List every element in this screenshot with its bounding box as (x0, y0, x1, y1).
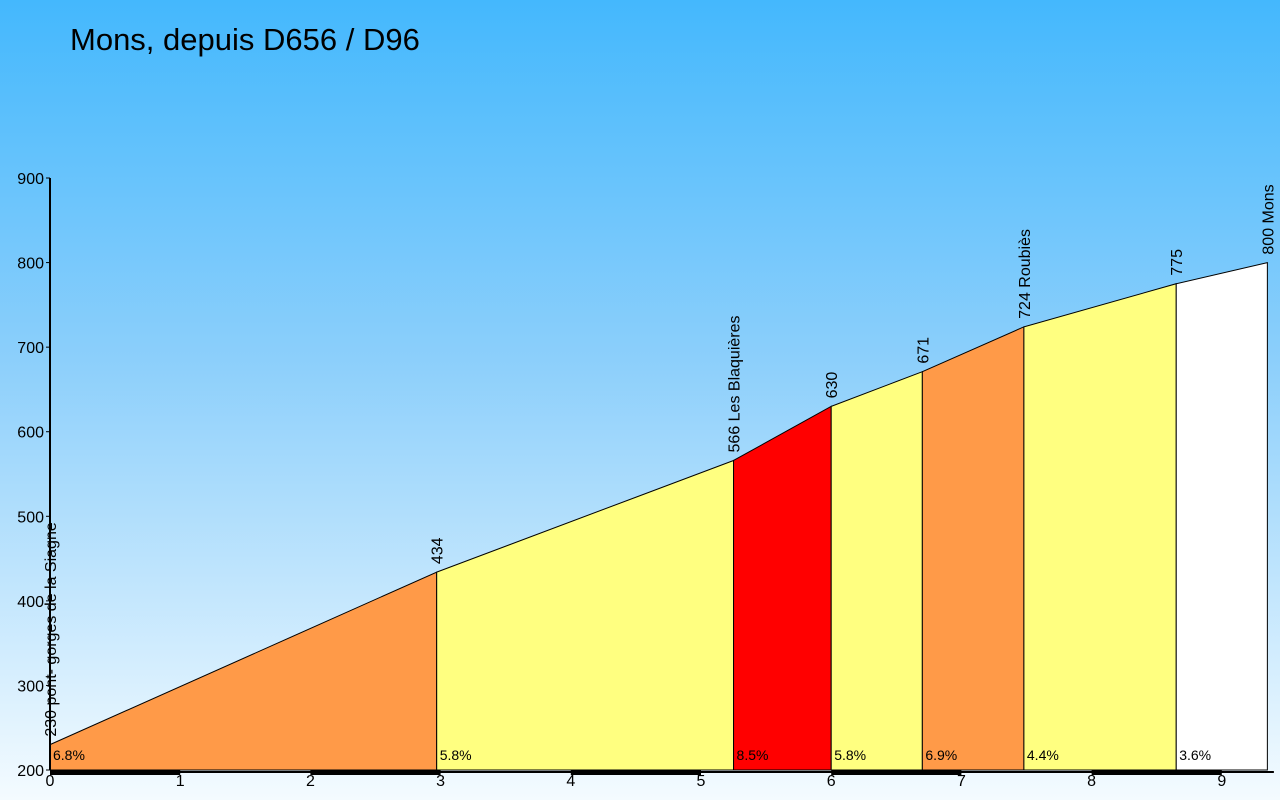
elevation-point-label: 724 Roubiès (1017, 229, 1034, 319)
segment-grade-label: 4.4% (1027, 747, 1059, 763)
x-axis-km-block (831, 770, 962, 775)
profile-segment (436, 459, 735, 771)
y-tick-label: 600 (17, 425, 44, 442)
segment-grade-label: 5.8% (440, 747, 472, 763)
profile-segment (49, 571, 438, 771)
y-tick-label: 300 (17, 678, 44, 695)
x-tick-label: 2 (306, 773, 315, 790)
elevation-point-label: 775 (1169, 249, 1186, 276)
profile-segment (830, 370, 923, 771)
x-axis-km-block (570, 770, 701, 775)
segment-grade-label: 3.6% (1179, 747, 1211, 763)
x-axis-km-block (310, 770, 441, 775)
elevation-point-label: 671 (915, 337, 932, 364)
y-tick-label: 200 (17, 763, 44, 780)
segment-grade-label: 8.5% (737, 747, 769, 763)
x-axis-km-block (1091, 770, 1222, 775)
profile-segment (733, 405, 832, 771)
x-tick-label: 1 (176, 773, 185, 790)
x-tick-label: 4 (566, 773, 575, 790)
x-tick-label: 3 (436, 773, 445, 790)
y-tick-label: 800 (17, 256, 44, 273)
chart-title: Mons, depuis D656 / D96 (70, 22, 420, 57)
y-tick-label: 700 (17, 340, 44, 357)
elevation-point-label: 230 pont- gorges de la Siagne (43, 522, 60, 736)
x-tick-label: 0 (46, 773, 55, 790)
elevation-point-label: 630 (824, 372, 841, 399)
elevation-point-label: 434 (430, 537, 447, 564)
segment-grade-label: 6.9% (925, 747, 957, 763)
x-tick-label: 5 (697, 773, 706, 790)
y-tick-label: 400 (17, 594, 44, 611)
y-tick-label: 900 (17, 171, 44, 188)
labels-layer: 230 pont- gorges de la Siagne 434 566 Les … (43, 184, 1277, 736)
segment-grade-label: 5.8% (834, 747, 866, 763)
segment-grade-label: 6.8% (53, 747, 85, 763)
y-tick-label: 500 (17, 509, 44, 526)
segments-layer: 6.8% 5.8% 8.5% 5.8% 6.9% 4.4% 3.6% (49, 261, 1268, 771)
x-tick-label: 8 (1087, 773, 1096, 790)
profile-segment (921, 326, 1025, 771)
x-tick-label: 9 (1217, 773, 1226, 790)
x-axis-km-block (50, 770, 181, 775)
elevation-point-label: 566 Les Blaquières (727, 315, 744, 452)
elevation-point-label: 800 Mons (1260, 184, 1277, 254)
profile-segment (1023, 283, 1177, 771)
profile-segment (1175, 261, 1268, 771)
x-tick-label: 7 (957, 773, 966, 790)
axes-layer: 200 300 400 500 600 700 800 900 0 1 2 3 4 5 6 7 8 9 (17, 171, 1274, 790)
x-tick-label: 6 (827, 773, 836, 790)
